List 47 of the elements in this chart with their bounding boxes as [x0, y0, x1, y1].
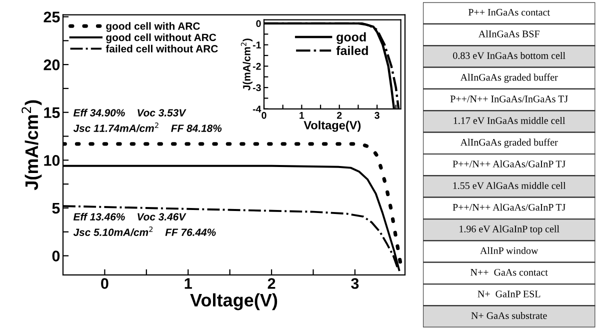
annotation: Eff 13.46% Voc 3.46V — [73, 212, 186, 220]
text: AlInGaAs graded buffer — [460, 138, 558, 148]
legend-label: failed cell without ARC — [106, 44, 218, 52]
y-tick-label: 0 — [52, 250, 60, 262]
annotation: Eff 34.90% Voc 3.53V — [73, 108, 186, 116]
text: N++ GaAs contact — [470, 268, 548, 276]
text: AlInGaAs BSF — [478, 30, 540, 38]
y-tick-label: 15 — [44, 107, 60, 118]
y-tick-label: -1 — [252, 42, 261, 48]
y-tick-label: -4 — [252, 106, 262, 112]
text: P++/N++ AlGaAs/GaInP TJ — [452, 204, 566, 211]
legend-label: good cell without ARC — [106, 33, 216, 44]
text: AlInGaAs graded buffer — [460, 74, 558, 83]
x-tick-label: 0 — [262, 112, 266, 119]
y-tick-label: -2 — [252, 62, 261, 70]
x-tick-label: 1 — [300, 112, 304, 119]
y-tick-label: 25 — [44, 12, 60, 22]
x-tick-label: 3 — [351, 278, 359, 289]
y-tick-label: 20 — [44, 59, 60, 70]
text: Jsc 11.74mA/cm$^{2}$ FF 84.18% — [73, 122, 222, 132]
x-axis-title: Voltage(V) — [304, 120, 361, 132]
text: AlInP window — [480, 246, 538, 254]
legend-label: good — [336, 32, 366, 44]
text: Jsc 5.10mA/cm$^{2}$ FF 76.44% — [73, 226, 216, 236]
legend-label: good cell with ARC — [106, 22, 200, 32]
text: P++ InGaAs contact — [468, 8, 550, 16]
y-tick-label: 10 — [44, 155, 60, 166]
y-tick-label: 5 — [52, 202, 60, 214]
text: P++/N++ AlGaAs/GaInP TJ — [452, 160, 566, 168]
y-tick-label: 0 — [256, 20, 261, 28]
x-tick-label: 1 — [184, 278, 192, 289]
text: 1.96 eV AlGaInP top cell — [460, 225, 560, 234]
text: 1.17 eV InGaAs middle cell — [454, 116, 566, 124]
x-tick-label: 0 — [101, 278, 108, 289]
y-axis-title: J(mA/cm$^{2}$) — [22, 100, 42, 190]
x-tick-label: 2 — [337, 112, 342, 119]
y-axis-title: J(mA/cm$^{2}$) — [240, 38, 252, 90]
text: P++/N++ InGaAs/InGaAs TJ — [450, 96, 568, 102]
legend-label: failed — [336, 46, 368, 56]
text: 1.55 eV AlGaAs middle cell — [453, 182, 566, 190]
x-axis-title: Voltage(V) — [190, 293, 278, 310]
x-tick-label: 2 — [268, 278, 276, 289]
text: N+ GaAs substrate — [471, 312, 547, 320]
text: N+ GaInP ESL — [478, 290, 540, 298]
text: 0.83 eV InGaAs bottom cell — [453, 52, 566, 60]
x-tick-label: 3 — [374, 112, 380, 119]
y-tick-label: -3 — [252, 84, 261, 92]
